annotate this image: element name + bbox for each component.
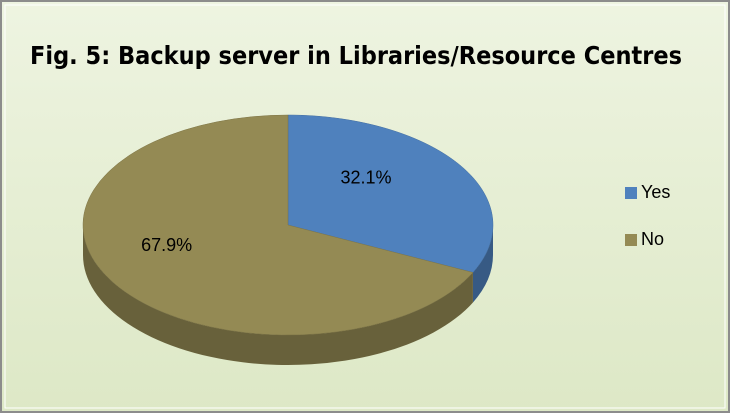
legend-label: Yes: [641, 182, 670, 202]
chart-title: Fig. 5: Backup server in Libraries/Resou…: [30, 41, 682, 70]
pie-side: [83, 225, 473, 366]
legend-label: No: [641, 229, 664, 249]
pie-side: [472, 225, 493, 303]
data-label: 67.9%: [141, 235, 192, 255]
pie-slice: [287, 114, 494, 273]
legend-swatch: [625, 234, 637, 246]
pie-slice: [82, 114, 474, 336]
data-label: 32.1%: [341, 167, 392, 187]
legend-swatch: [625, 187, 637, 199]
inner-border: [4, 4, 726, 409]
